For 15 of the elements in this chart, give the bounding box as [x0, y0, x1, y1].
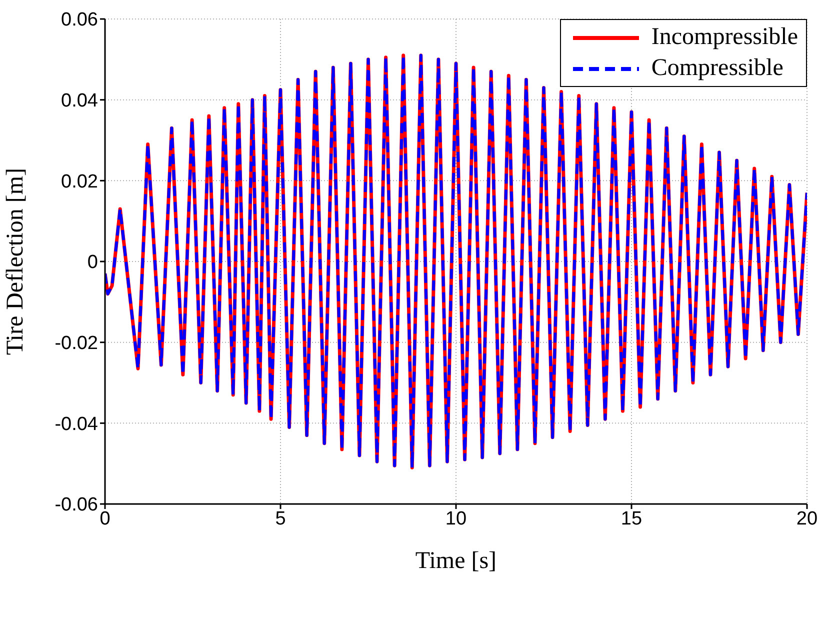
y-tick-label: -0.02 [54, 333, 98, 354]
y-tick-label: 0.02 [61, 171, 98, 192]
x-tick-label: 20 [796, 508, 818, 530]
y-tick-label: 0.04 [61, 90, 98, 112]
legend-label: Incompressible [651, 23, 798, 52]
x-tick-label: 10 [445, 508, 467, 530]
y-tick-label: 0.06 [61, 10, 98, 31]
x-axis-title: Time [s] [415, 548, 497, 574]
y-axis-title: Tire Deflection [m] [2, 168, 29, 356]
y-tick-label: -0.04 [54, 414, 98, 435]
legend-label: Compressible [651, 54, 784, 83]
y-tick-label: -0.06 [54, 494, 98, 516]
x-tick-label: 15 [620, 508, 642, 530]
x-tick-label: 5 [275, 508, 286, 530]
y-tick-label: 0 [87, 252, 98, 274]
